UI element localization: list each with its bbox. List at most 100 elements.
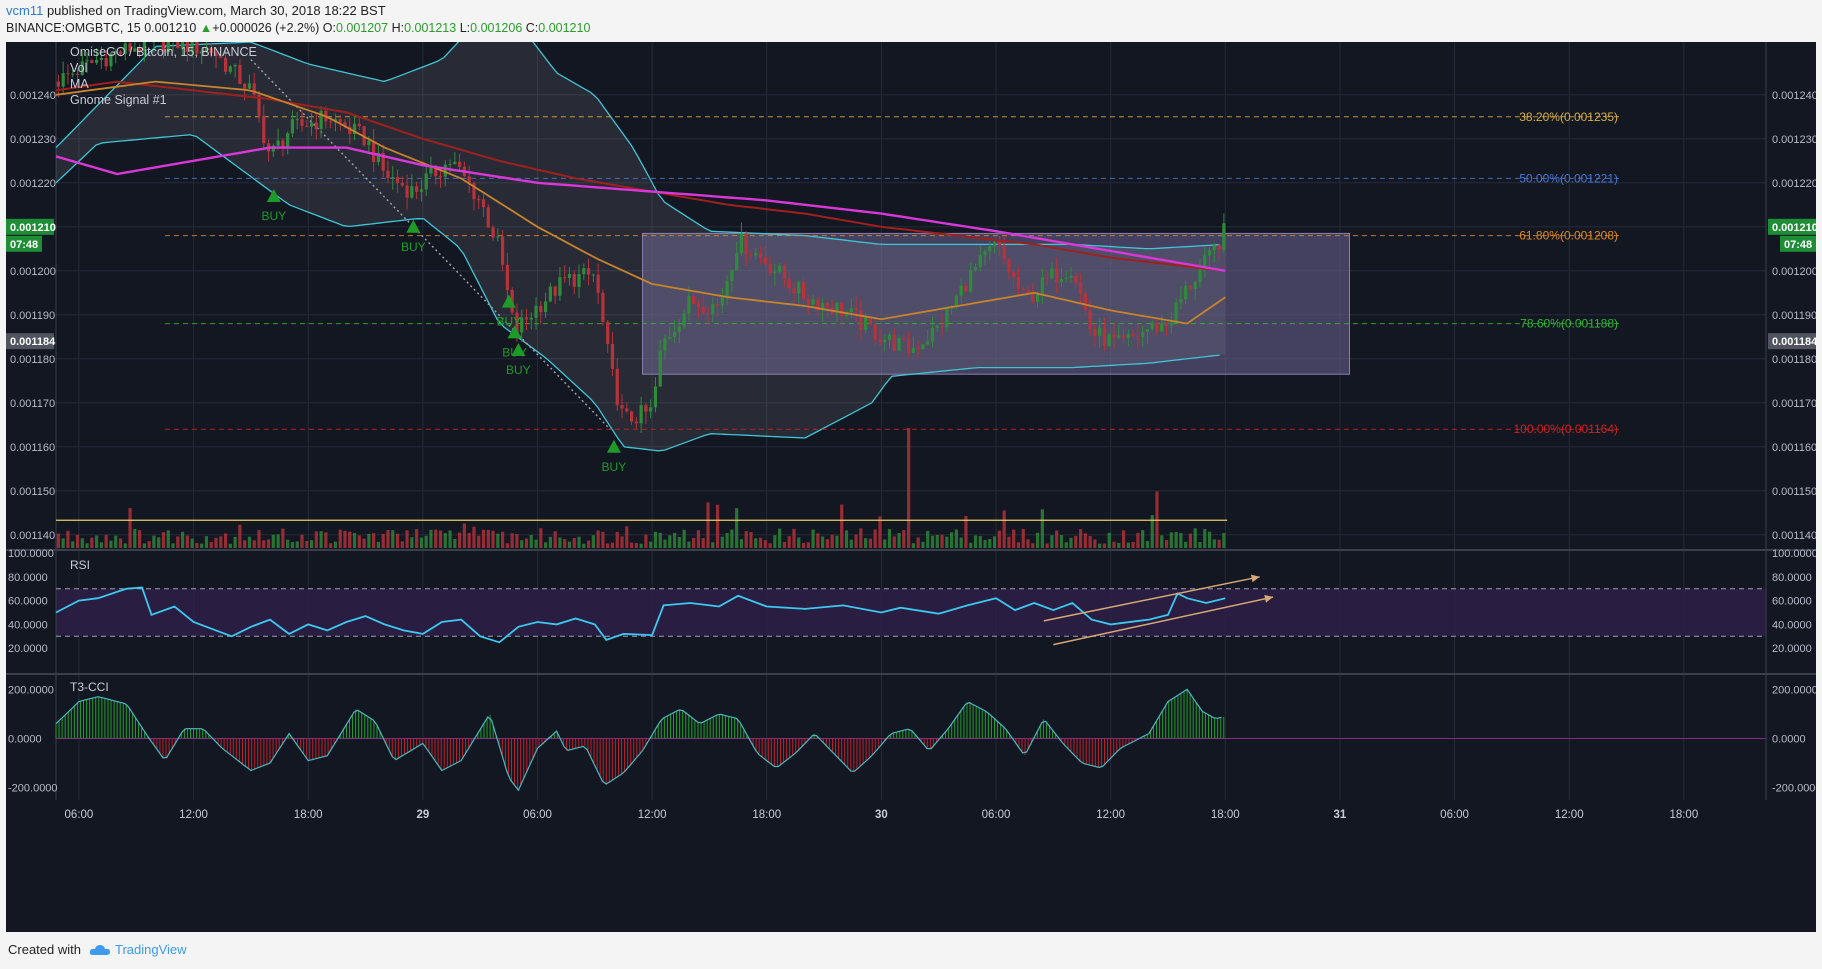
candle bbox=[458, 161, 462, 167]
legend-entry: OmiseGO / Bitcoin, 15, BINANCE bbox=[70, 45, 257, 59]
volume-bar bbox=[792, 528, 796, 548]
tradingview-cloud-icon bbox=[89, 944, 110, 955]
candle bbox=[634, 421, 638, 424]
up-arrow-icon: ▲ bbox=[199, 21, 213, 35]
volume-bar bbox=[419, 537, 424, 548]
candle bbox=[305, 125, 309, 127]
volume-bar bbox=[969, 542, 973, 548]
candle bbox=[606, 321, 610, 345]
rsi-tick-right: 100.0000 bbox=[1772, 548, 1816, 560]
candle bbox=[419, 189, 424, 192]
buy-signal-triangle bbox=[406, 219, 421, 233]
volume-bar bbox=[309, 540, 314, 548]
volume-bar bbox=[534, 539, 538, 548]
volume-bar bbox=[553, 531, 557, 548]
buy-signal-triangle bbox=[507, 325, 522, 339]
rsi-tick-left: 100.0000 bbox=[8, 548, 54, 560]
volume-bar bbox=[357, 535, 361, 548]
candle bbox=[190, 42, 194, 52]
candle bbox=[410, 186, 414, 198]
volume-bar bbox=[1069, 537, 1073, 548]
volume-bar bbox=[524, 538, 529, 548]
candle bbox=[372, 141, 376, 163]
time-tick-label: 12:00 bbox=[1096, 809, 1125, 821]
candle bbox=[505, 264, 509, 290]
volume-bar bbox=[663, 539, 667, 548]
chart-canvas[interactable]: 38.20%(0.001235) 50.00%(0.001221) 61.80%(0… bbox=[6, 42, 1816, 932]
volume-bar bbox=[682, 529, 686, 548]
volume-bar bbox=[233, 536, 237, 548]
candle bbox=[887, 334, 892, 340]
volume-bar bbox=[701, 538, 705, 548]
volume-bar bbox=[543, 542, 548, 548]
candle bbox=[400, 182, 404, 186]
high-value: 0.001213 bbox=[404, 21, 457, 35]
tradingview-link[interactable]: TradingView bbox=[89, 942, 187, 957]
volume-bar bbox=[343, 530, 347, 548]
volume-bar bbox=[878, 516, 882, 548]
candle bbox=[166, 42, 170, 53]
volume-bar bbox=[372, 533, 376, 548]
candle bbox=[209, 48, 213, 54]
volume-bar bbox=[71, 541, 75, 548]
candle bbox=[725, 281, 729, 298]
candle bbox=[973, 267, 978, 270]
volume-bar bbox=[754, 538, 758, 548]
price-tick-left: 0.001160 bbox=[10, 442, 55, 454]
volume-bar bbox=[825, 539, 830, 548]
author-link[interactable]: vcm11 bbox=[6, 3, 44, 18]
cci-tick-left: 0.0000 bbox=[8, 734, 42, 746]
volume-bar bbox=[1107, 532, 1111, 548]
candle bbox=[892, 334, 896, 351]
candle bbox=[1012, 272, 1016, 278]
cci-tick-right: 0.0000 bbox=[1772, 734, 1806, 746]
candle bbox=[543, 301, 548, 313]
volume-bar bbox=[816, 533, 820, 548]
volume-bar bbox=[505, 543, 509, 548]
time-tick-label: 12:00 bbox=[1555, 809, 1584, 821]
candle bbox=[1064, 277, 1068, 279]
candle bbox=[811, 299, 815, 305]
volume-bar bbox=[1141, 530, 1145, 548]
volume-bar bbox=[137, 530, 142, 548]
volume-bar bbox=[672, 532, 677, 548]
volume-bar bbox=[290, 542, 295, 548]
volume-bar bbox=[1093, 539, 1097, 548]
volume-bar bbox=[692, 537, 696, 548]
price-tag-right bbox=[1768, 218, 1816, 235]
candle bbox=[563, 277, 567, 279]
candle bbox=[1102, 327, 1107, 347]
volume-bar bbox=[1064, 542, 1068, 548]
volume-bar bbox=[305, 540, 309, 548]
volume-bar bbox=[61, 538, 65, 548]
candle bbox=[625, 408, 629, 412]
candle bbox=[864, 316, 868, 330]
volume-bar bbox=[448, 530, 452, 548]
volume-bar bbox=[386, 529, 390, 548]
rsi-trend-arrowhead bbox=[1250, 574, 1260, 583]
volume-bar bbox=[1193, 528, 1197, 548]
volume-bar bbox=[715, 504, 720, 548]
candle bbox=[1155, 322, 1159, 332]
price-tick-left: 0.001200 bbox=[10, 266, 56, 278]
volume-bar bbox=[572, 537, 576, 548]
volume-bar bbox=[926, 530, 930, 548]
candle bbox=[496, 236, 500, 238]
candle bbox=[859, 310, 863, 330]
volume-bar bbox=[1021, 528, 1025, 548]
candle bbox=[1083, 293, 1087, 311]
volume-bar bbox=[286, 539, 290, 548]
candle bbox=[558, 277, 562, 296]
rsi-band bbox=[56, 588, 1766, 637]
candle bbox=[61, 73, 65, 87]
buy-signal-triangle bbox=[266, 189, 281, 202]
rsi-pane-label: RSI bbox=[70, 558, 90, 572]
volume-bar bbox=[959, 537, 963, 548]
high-label: H: bbox=[391, 21, 405, 35]
volume-bar bbox=[147, 541, 151, 548]
candle bbox=[142, 42, 146, 52]
candle bbox=[577, 274, 581, 287]
candle bbox=[878, 339, 882, 343]
volume-bar bbox=[152, 535, 156, 548]
volume-bar bbox=[591, 535, 595, 548]
